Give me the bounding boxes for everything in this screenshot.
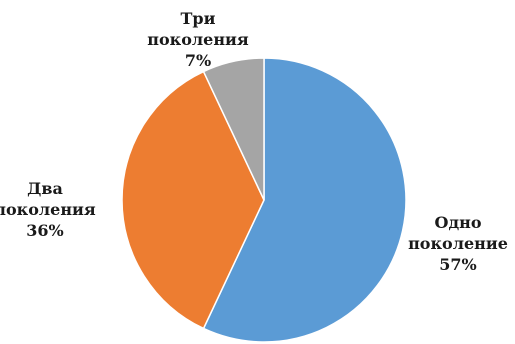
pie-slice-3	[202, 57, 265, 201]
pie-slice-1	[202, 57, 407, 343]
slice-value-label: 36%	[26, 221, 63, 240]
slice-label-1: Одно поколение 57%	[408, 213, 508, 274]
slice-name-line: Два	[27, 179, 63, 198]
slice-label-3: Три поколения 7%	[147, 9, 249, 70]
slice-label-2: Два поколения 36%	[0, 179, 96, 240]
slice-name-line: Три	[181, 9, 216, 28]
slice-name-line: поколения	[0, 200, 96, 219]
slice-value-label: 57%	[439, 255, 476, 274]
slice-name-line: поколения	[147, 30, 249, 49]
pie-labels: Одно поколение 57% Два поколения 36% Три поколе…	[0, 9, 508, 274]
slice-value-label: 7%	[185, 51, 211, 70]
slice-name-line: поколение	[408, 234, 508, 253]
pie-slices	[121, 57, 407, 343]
slice-name-line: Одно	[435, 213, 482, 232]
pie-slice-2	[121, 70, 265, 330]
